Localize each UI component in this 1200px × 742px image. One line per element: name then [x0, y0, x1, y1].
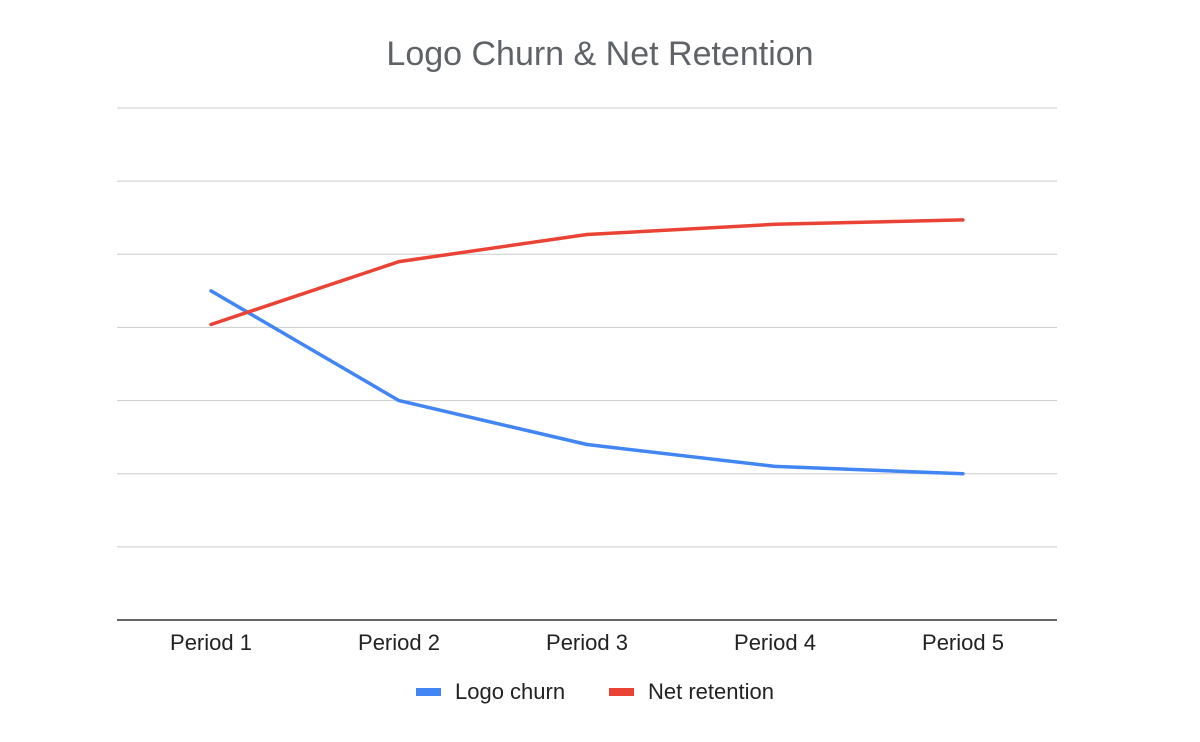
x-tick-labels: Period 1 Period 2 Period 3 Period 4 Period 5 — [170, 630, 1004, 655]
legend: Logo churn Net retention — [416, 679, 774, 704]
legend-label-logo-churn: Logo churn — [455, 679, 565, 704]
x-tick-label: Period 3 — [546, 630, 628, 655]
legend-swatch-logo-churn — [416, 688, 441, 696]
x-tick-label: Period 1 — [170, 630, 252, 655]
x-tick-label: Period 2 — [358, 630, 440, 655]
data-point — [961, 218, 965, 222]
series-lines — [209, 218, 965, 476]
x-tick-label: Period 5 — [922, 630, 1004, 655]
data-point — [773, 222, 777, 226]
series-line-logo-churn — [210, 289, 964, 476]
data-point — [961, 472, 965, 476]
data-point — [397, 259, 401, 264]
legend-swatch-net-retention — [609, 688, 634, 696]
data-point — [773, 464, 777, 469]
x-tick-label: Period 4 — [734, 630, 816, 655]
legend-label-net-retention: Net retention — [648, 679, 774, 704]
data-point — [397, 398, 401, 403]
data-point — [585, 232, 589, 237]
data-point — [209, 322, 213, 327]
gridlines — [117, 107, 1057, 548]
data-point — [209, 289, 213, 293]
data-point — [585, 442, 589, 447]
chart-title: Logo Churn & Net Retention — [386, 35, 813, 73]
